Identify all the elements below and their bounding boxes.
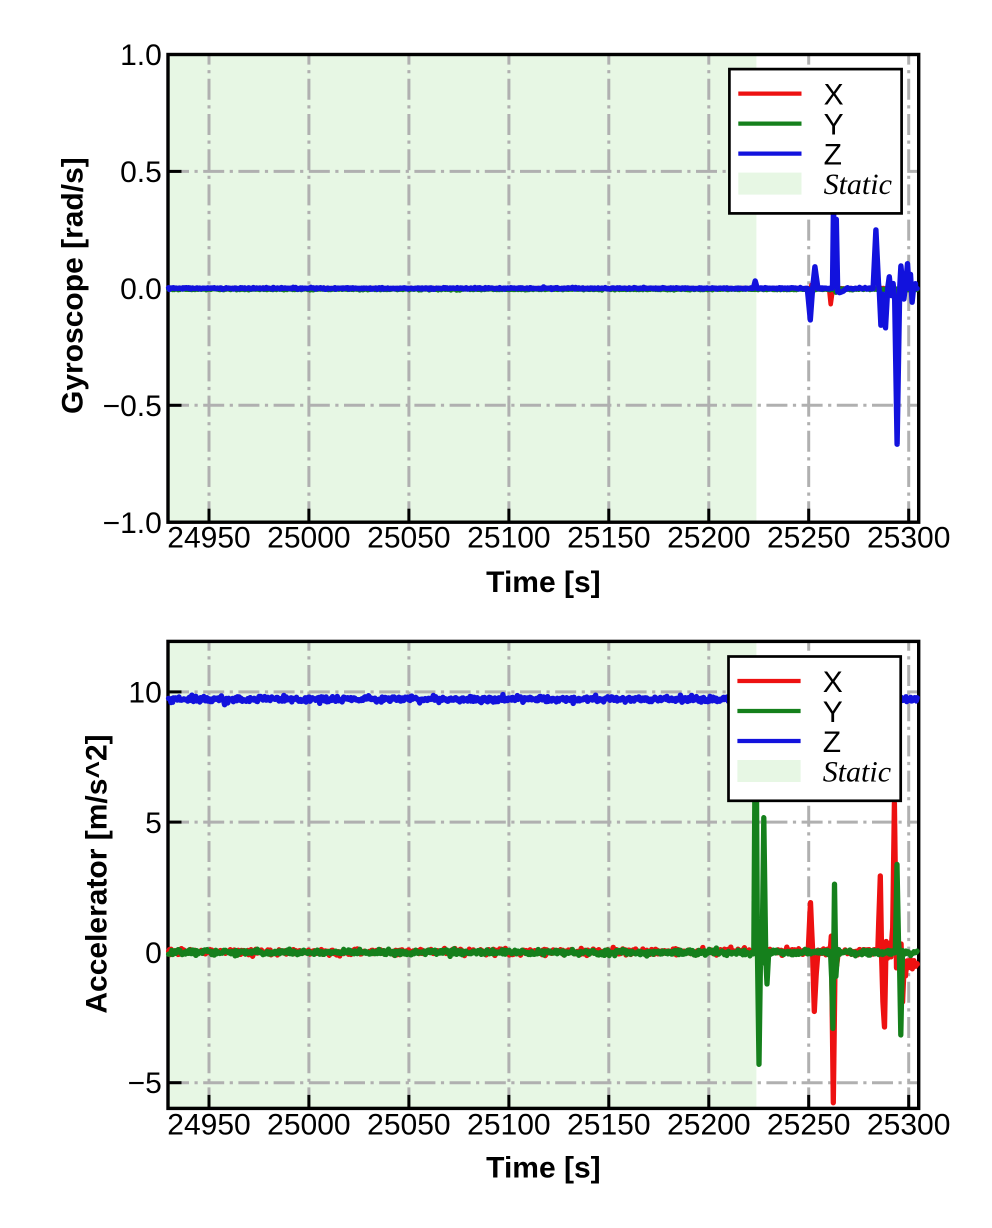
svg-text:Z: Z — [823, 726, 841, 759]
svg-text:25200: 25200 — [667, 522, 750, 555]
svg-text:1.0: 1.0 — [120, 39, 162, 72]
svg-text:25300: 25300 — [867, 1108, 950, 1141]
svg-text:0.5: 0.5 — [120, 156, 162, 189]
svg-text:Time [s]: Time [s] — [486, 1151, 600, 1184]
svg-text:24950: 24950 — [167, 522, 250, 555]
svg-text:Y: Y — [823, 696, 843, 729]
svg-text:X: X — [824, 78, 844, 111]
svg-text:Static: Static — [824, 168, 892, 201]
svg-text:25050: 25050 — [367, 1108, 450, 1141]
svg-text:25150: 25150 — [567, 1108, 650, 1141]
svg-text:Gyroscope [rad/s]: Gyroscope [rad/s] — [57, 157, 90, 414]
svg-text:Static: Static — [823, 756, 891, 789]
svg-text:25200: 25200 — [667, 1108, 750, 1141]
svg-text:25300: 25300 — [867, 522, 950, 555]
svg-text:5: 5 — [145, 807, 162, 840]
svg-text:Accelerator [m/s^2]: Accelerator [m/s^2] — [81, 734, 114, 1013]
svg-text:25000: 25000 — [267, 1108, 350, 1141]
svg-text:25250: 25250 — [767, 522, 850, 555]
svg-text:25150: 25150 — [567, 522, 650, 555]
svg-text:Z: Z — [824, 138, 842, 171]
svg-text:X: X — [823, 666, 843, 699]
svg-text:10: 10 — [128, 677, 161, 710]
svg-text:0: 0 — [145, 937, 162, 970]
svg-text:25100: 25100 — [467, 1108, 550, 1141]
svg-text:25250: 25250 — [767, 1108, 850, 1141]
svg-text:24950: 24950 — [167, 1108, 250, 1141]
svg-text:Time [s]: Time [s] — [486, 566, 600, 599]
svg-text:−5: −5 — [128, 1067, 162, 1100]
svg-text:25050: 25050 — [367, 522, 450, 555]
svg-text:25100: 25100 — [467, 522, 550, 555]
svg-text:25000: 25000 — [267, 522, 350, 555]
svg-text:0.0: 0.0 — [120, 273, 162, 306]
svg-text:−0.5: −0.5 — [103, 390, 162, 423]
svg-text:−1.0: −1.0 — [103, 507, 162, 540]
svg-text:Y: Y — [824, 108, 844, 141]
